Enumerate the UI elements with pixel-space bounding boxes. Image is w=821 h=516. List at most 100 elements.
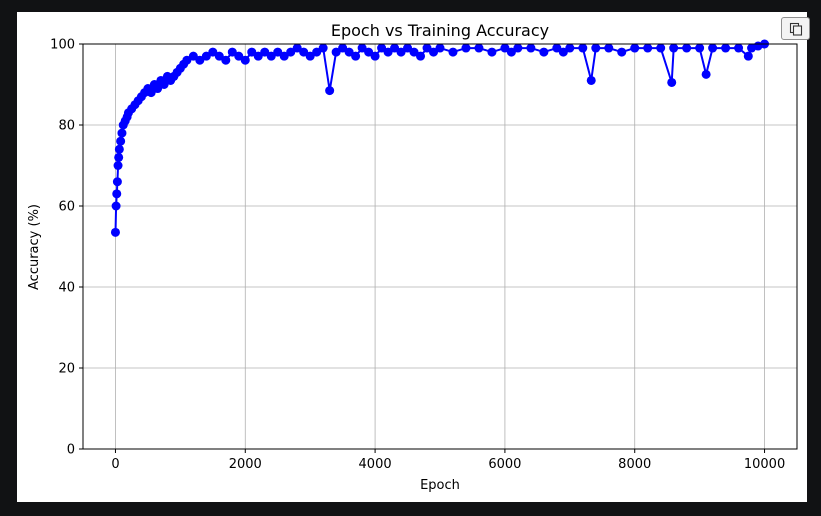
data-point	[695, 43, 705, 53]
data-point	[701, 69, 711, 79]
data-point	[370, 51, 380, 61]
data-point	[159, 80, 169, 89]
data-point	[338, 43, 348, 53]
data-point	[208, 47, 218, 57]
data-point	[351, 51, 361, 61]
y-tick-label: 100	[50, 38, 75, 53]
data-point	[273, 47, 283, 57]
y-tick-label: 20	[58, 362, 75, 377]
x-tick-label: 6000	[488, 457, 521, 472]
data-point	[383, 47, 393, 57]
data-point	[331, 47, 341, 57]
y-tick-label: 80	[58, 119, 75, 134]
data-point	[721, 43, 731, 53]
series-line	[114, 43, 765, 233]
data-point	[114, 144, 124, 154]
data-point	[357, 43, 367, 53]
data-point	[617, 47, 627, 57]
data-point	[114, 152, 124, 162]
data-point	[435, 43, 445, 53]
y-tick-label: 60	[58, 200, 75, 215]
data-point	[396, 47, 406, 57]
x-tick-label: 4000	[359, 457, 392, 472]
data-point	[240, 55, 250, 65]
data-point	[344, 47, 354, 57]
x-tick-label: 0	[111, 457, 119, 472]
data-point	[416, 51, 426, 61]
data-point	[146, 88, 156, 98]
data-point	[201, 51, 211, 61]
x-axis-label: Epoch	[420, 478, 460, 493]
data-point	[214, 51, 224, 61]
data-point	[318, 43, 328, 53]
data-point	[111, 201, 121, 211]
data-point	[474, 43, 484, 53]
data-point	[299, 47, 309, 57]
data-point	[558, 47, 568, 57]
data-point	[312, 47, 322, 57]
data-point	[266, 51, 276, 61]
data-point	[325, 86, 335, 96]
chart-title: Epoch vs Training Accuracy	[331, 21, 549, 40]
data-point	[539, 47, 549, 57]
data-point	[734, 43, 744, 53]
data-point	[643, 43, 653, 53]
data-point	[586, 75, 596, 85]
x-tick-label: 2000	[229, 457, 262, 472]
data-point	[667, 77, 677, 87]
data-point	[110, 227, 120, 237]
data-point	[182, 55, 192, 65]
data-point	[506, 47, 516, 57]
data-point	[153, 84, 163, 94]
data-point	[247, 47, 257, 57]
data-point	[403, 43, 413, 53]
data-point	[253, 51, 263, 61]
data-point	[195, 55, 205, 65]
data-point	[112, 189, 122, 199]
x-tick-label: 8000	[618, 457, 651, 472]
data-point	[682, 43, 692, 53]
data-point	[292, 43, 302, 53]
data-point	[448, 47, 458, 57]
data-point	[364, 47, 374, 57]
data-point	[390, 43, 400, 53]
data-point	[409, 47, 419, 57]
data-point	[234, 51, 244, 61]
data-point	[429, 47, 439, 57]
data-point	[260, 47, 270, 57]
data-point	[461, 43, 471, 53]
y-tick-label: 40	[58, 281, 75, 296]
data-point	[669, 43, 679, 53]
data-point	[305, 51, 315, 61]
copy-button[interactable]	[781, 17, 810, 40]
x-tick-label: 10000	[744, 457, 785, 472]
data-point	[656, 43, 666, 53]
data-point	[743, 51, 753, 61]
data-point	[526, 43, 536, 53]
data-point	[188, 51, 198, 61]
accuracy-chart: Epoch vs Training Accuracy 0 2000 4000 6000…	[27, 21, 798, 493]
data-point	[591, 43, 601, 53]
data-point	[112, 177, 122, 187]
data-point	[377, 43, 387, 53]
series-layer	[110, 39, 770, 237]
data-point	[221, 55, 231, 65]
data-point	[279, 51, 289, 61]
data-point	[117, 128, 127, 138]
grid-lines	[83, 43, 797, 450]
data-point	[578, 43, 588, 53]
data-point	[422, 43, 432, 53]
figure-canvas: Epoch vs Training Accuracy 0 2000 4000 6000…	[17, 12, 807, 502]
data-point	[113, 161, 123, 170]
data-point	[286, 47, 296, 57]
data-point	[116, 136, 126, 146]
tick-layer: 0 2000 4000 6000 8000 10000 0 20 40 60 80 100	[50, 38, 785, 473]
data-point	[552, 43, 562, 53]
y-tick-label: 0	[67, 443, 75, 458]
data-point	[500, 43, 510, 53]
data-point	[513, 43, 523, 53]
data-point	[708, 43, 718, 53]
data-point	[630, 43, 640, 53]
data-point	[565, 43, 575, 53]
data-point	[604, 43, 614, 53]
